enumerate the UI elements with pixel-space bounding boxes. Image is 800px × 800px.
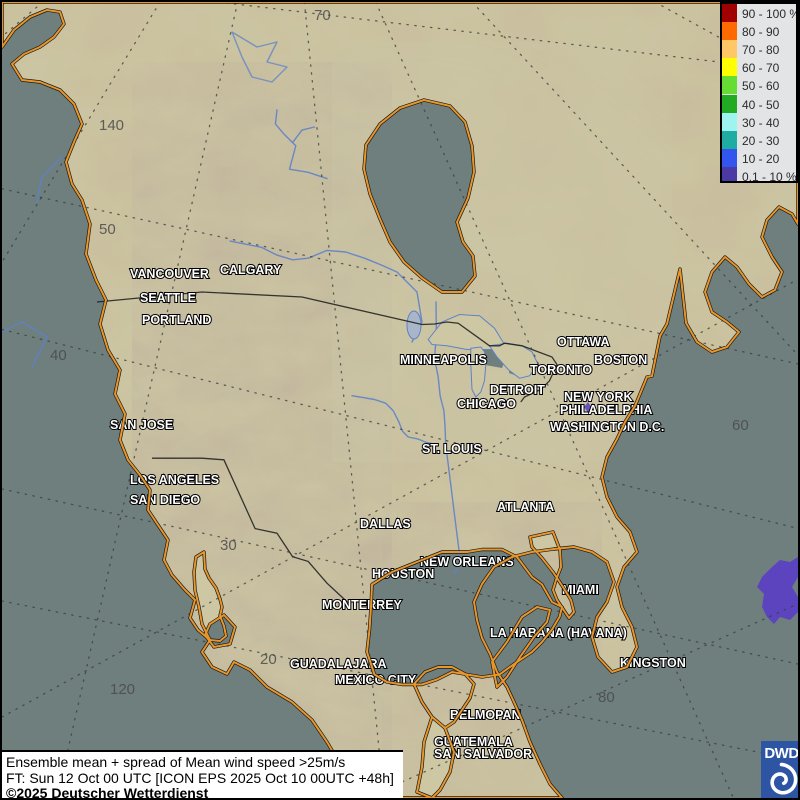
svg-text:WASHINGTON D.C.: WASHINGTON D.C. — [550, 420, 664, 434]
svg-text:60: 60 — [732, 417, 749, 434]
svg-text:PHILADELPHIA: PHILADELPHIA — [560, 403, 652, 417]
svg-text:CHICAGO: CHICAGO — [457, 397, 516, 411]
svg-text:ATLANTA: ATLANTA — [497, 500, 554, 514]
svg-text:BOSTON: BOSTON — [594, 353, 647, 367]
svg-text:CALGARY: CALGARY — [220, 263, 282, 277]
svg-text:OTTAWA: OTTAWA — [557, 335, 610, 349]
svg-text:120: 120 — [110, 681, 135, 698]
svg-text:DWD: DWD — [764, 745, 798, 762]
svg-text:DALLAS: DALLAS — [360, 517, 411, 531]
svg-text:NEW YORK: NEW YORK — [564, 390, 633, 404]
svg-text:SAN DIEGO: SAN DIEGO — [130, 493, 200, 507]
svg-text:30: 30 — [220, 537, 237, 554]
svg-text:DETROIT: DETROIT — [490, 383, 545, 397]
svg-text:MONTERREY: MONTERREY — [322, 598, 403, 612]
svg-text:VANCOUVER: VANCOUVER — [130, 267, 209, 281]
svg-text:ST. LOUIS: ST. LOUIS — [422, 442, 482, 456]
svg-text:SEATTLE: SEATTLE — [140, 291, 196, 305]
svg-text:SAN JOSE: SAN JOSE — [110, 418, 173, 432]
svg-text:PORTLAND: PORTLAND — [142, 313, 211, 327]
svg-text:140: 140 — [99, 117, 124, 134]
svg-text:SAN SALVADOR: SAN SALVADOR — [434, 747, 532, 761]
svg-text:40: 40 — [50, 347, 67, 364]
svg-text:70: 70 — [314, 7, 331, 24]
svg-text:MINNEAPOLIS: MINNEAPOLIS — [400, 353, 487, 367]
svg-text:TORONTO: TORONTO — [530, 363, 592, 377]
svg-text:20: 20 — [260, 651, 277, 668]
svg-text:80: 80 — [598, 689, 615, 706]
svg-text:50: 50 — [99, 221, 116, 238]
